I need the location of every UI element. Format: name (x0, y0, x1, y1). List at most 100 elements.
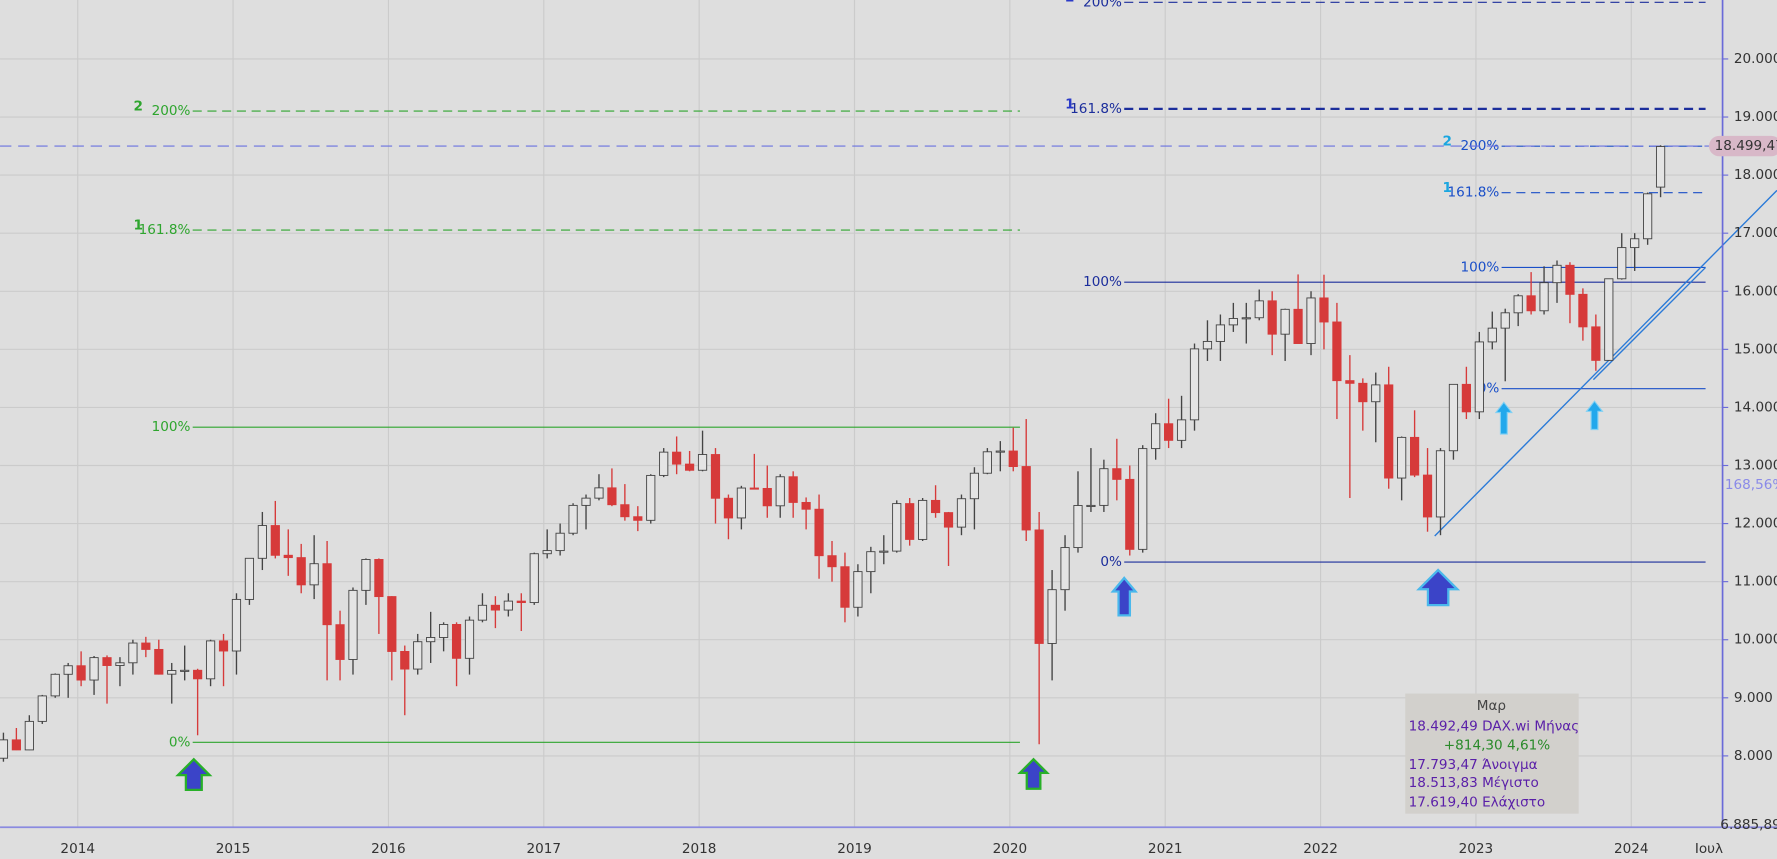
candle-body (814, 508, 824, 557)
candle-body (1254, 300, 1264, 319)
candle-body (788, 476, 798, 503)
candle-body (1280, 308, 1290, 335)
candle-body (956, 498, 967, 528)
candle-body (1604, 278, 1614, 361)
candle-body (309, 563, 319, 586)
candle-body (892, 503, 902, 552)
candle-body (568, 504, 578, 534)
candle-body (1332, 321, 1342, 382)
candle-body (348, 589, 358, 660)
y-tick-label: 8.000 (1734, 748, 1773, 764)
candle-body (270, 525, 280, 556)
y-tick-label: 12.000 (1734, 516, 1777, 532)
candle-body (76, 665, 86, 681)
low-label: 6.885,89 (1720, 817, 1777, 833)
candle-body (426, 637, 436, 643)
candle-body (1539, 282, 1549, 312)
arrows (175, 400, 1604, 792)
fib-tag: 2 (1442, 134, 1451, 150)
fib-tag: 2 (1065, 0, 1074, 6)
candle-body (37, 695, 47, 722)
candle-body (193, 669, 203, 680)
candle-body (1151, 423, 1161, 450)
candle-body (633, 516, 643, 521)
candle-body (1422, 474, 1433, 518)
x-tick-label: 2017 (527, 841, 562, 857)
fib-label: 100% (1460, 259, 1499, 275)
fib-label: 0% (169, 734, 191, 750)
candle-body (982, 451, 992, 474)
x-tick-label: 2021 (1148, 841, 1183, 857)
candle-body (1099, 468, 1109, 506)
fib-label: 161.8% (139, 222, 191, 238)
candle-body (1021, 466, 1031, 531)
arrow (1017, 757, 1050, 790)
candle-body (827, 555, 837, 568)
candle-body (529, 553, 539, 604)
candle-body (490, 604, 500, 611)
candle-body (1267, 300, 1277, 335)
candle-body (1164, 423, 1174, 441)
candle-body (905, 503, 915, 540)
candle-body (918, 499, 928, 540)
candle-body (1630, 238, 1640, 249)
candle-body (1487, 327, 1497, 343)
x-tick-label: 2014 (60, 841, 95, 857)
y-tick-label: 19.000 (1734, 109, 1777, 125)
candle-body (1345, 380, 1355, 384)
info-high: 18.513,83 Μέγιστο (1409, 775, 1539, 791)
candle-body (762, 487, 772, 507)
fib-tag: 1 (1065, 96, 1074, 112)
info-change: +814,30 4,61% (1444, 738, 1550, 754)
fib-label: 100% (152, 419, 191, 435)
fib-label: 161.8% (1448, 185, 1500, 201)
y-tick-label: 17.000 (1734, 225, 1777, 241)
info-month: Μαρ (1477, 698, 1506, 714)
candle-body (451, 624, 462, 659)
candle-body (594, 487, 604, 499)
candle-body (516, 600, 526, 604)
candle-body (749, 487, 759, 490)
candle-body (257, 525, 267, 559)
arrow (1585, 400, 1604, 431)
candle-body (685, 463, 695, 471)
y-tick-label: 13.000 (1734, 457, 1777, 473)
candle-body (1358, 382, 1368, 403)
candle-body (128, 642, 138, 664)
y-tick-label: 11.000 (1734, 574, 1777, 590)
candle-body (723, 497, 734, 519)
candle-body (102, 657, 112, 666)
candle-body (620, 504, 630, 518)
arrow (175, 757, 213, 792)
candle-body (672, 451, 682, 465)
candle-body (1202, 340, 1213, 350)
candle-body (400, 651, 410, 670)
arrow (1494, 401, 1513, 435)
candle-body (1319, 297, 1329, 323)
candle-body (1410, 436, 1420, 476)
candle-body (1189, 348, 1200, 421)
candle-body (1643, 193, 1653, 240)
y-tick-label: 15.000 (1734, 341, 1777, 357)
candle-body (697, 454, 708, 471)
candle-body (866, 551, 876, 573)
candle-body (1617, 247, 1627, 280)
candle-body (775, 476, 785, 507)
candles (0, 145, 1666, 762)
candle-body (1215, 324, 1225, 342)
candle-body (1293, 308, 1303, 344)
y-tick-label: 16.000 (1734, 283, 1777, 299)
info-box: Μαρ 18.492,49 DAX.wi Μήνας +814,30 4,61%… (1405, 693, 1579, 814)
candle-body (1073, 505, 1083, 549)
x-tick-label: 2020 (993, 841, 1028, 857)
arrow (1110, 576, 1138, 617)
candle-body (1552, 264, 1562, 284)
candle-body (1655, 146, 1666, 188)
candle-body (1047, 589, 1057, 644)
candle-body (244, 557, 255, 600)
fib-tag: 2 (134, 99, 143, 115)
x-tick-label: 2016 (371, 841, 406, 857)
x-tick-label: 2024 (1614, 841, 1649, 857)
candle-body (1228, 318, 1238, 326)
